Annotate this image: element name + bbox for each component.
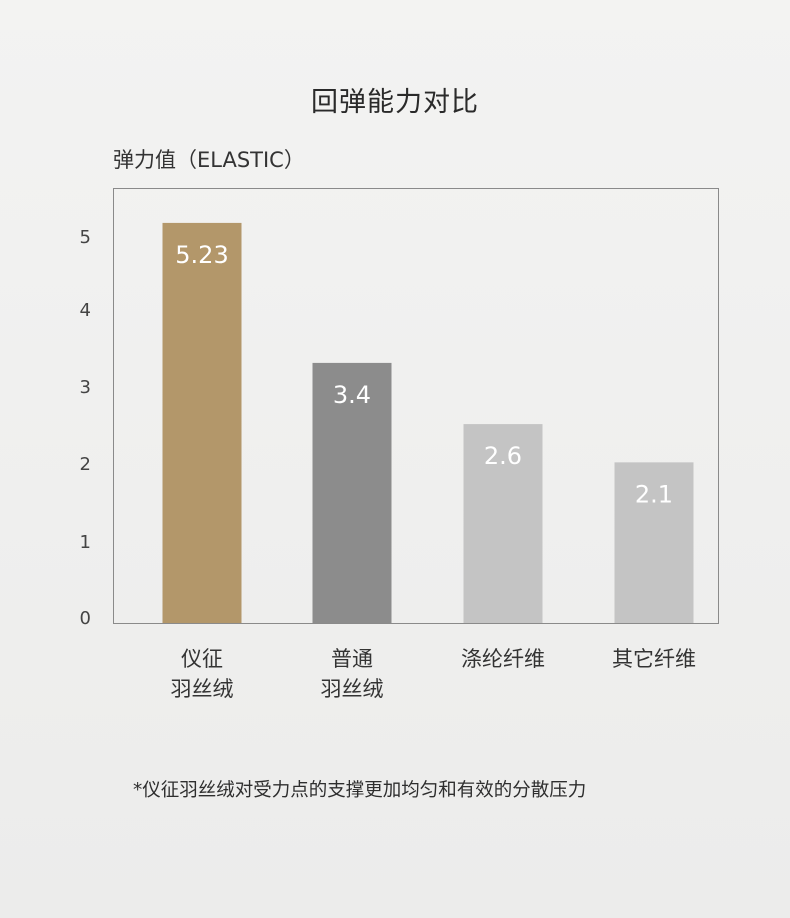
bar — [162, 222, 242, 623]
data-label: 5.23 — [175, 241, 228, 269]
data-label: 2.6 — [484, 442, 522, 470]
y-tick-label: 0 — [80, 608, 91, 629]
x-tick-label: 羽丝绒 — [321, 677, 384, 701]
bar — [614, 462, 694, 623]
plot-frame — [113, 188, 719, 624]
x-tick-label: 普通 — [331, 647, 373, 671]
x-tick-label: 涤纶纤维 — [461, 647, 545, 671]
data-label: 3.4 — [333, 381, 371, 409]
bar — [463, 424, 543, 623]
y-tick-label: 3 — [80, 377, 91, 398]
footnote: *仪征羽丝绒对受力点的支撑更加均匀和有效的分散压力 — [133, 780, 587, 801]
y-tick-label: 5 — [80, 227, 91, 248]
data-label: 2.1 — [635, 480, 673, 508]
x-tick-label: 羽丝绒 — [171, 677, 234, 701]
x-tick-label: 仪征 — [181, 647, 223, 671]
x-tick-label: 其它纤维 — [612, 647, 696, 671]
y-tick-label: 2 — [80, 454, 91, 475]
bar — [312, 362, 392, 623]
y-axis-title: 弹力值（ELASTIC） — [113, 148, 305, 172]
chart-title: 回弹能力对比 — [311, 87, 479, 118]
y-tick-label: 1 — [80, 532, 91, 553]
y-tick-label: 4 — [80, 300, 91, 321]
